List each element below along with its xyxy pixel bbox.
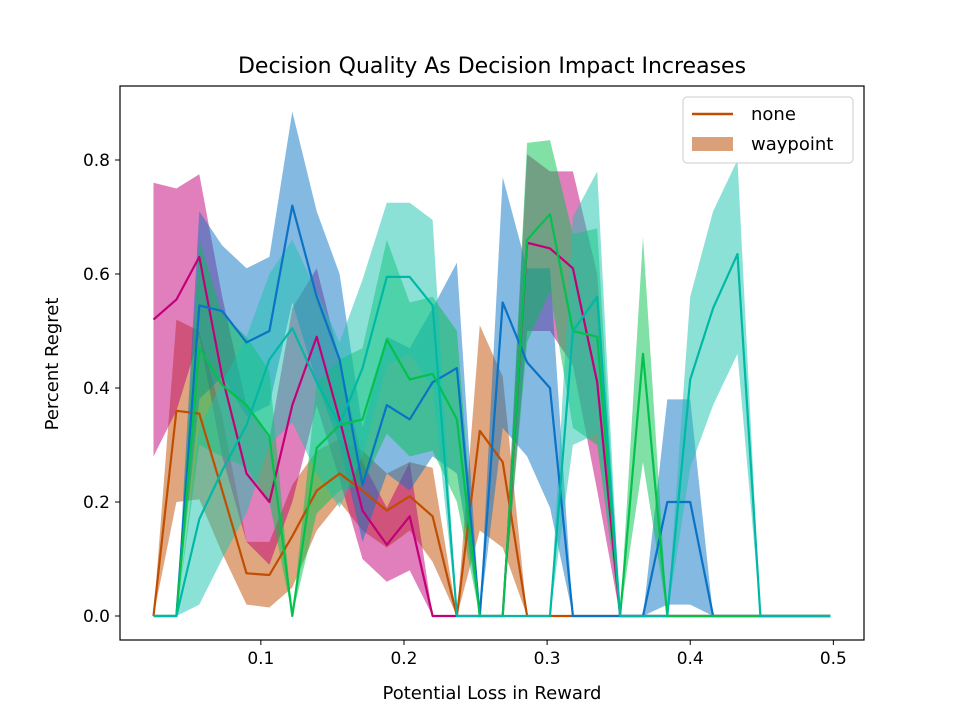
y-tick-label: 0.4: [83, 379, 110, 399]
series-5-line: [153, 253, 831, 618]
axes: 0.1 0.2 0.3 0.4 0.5 0.0 0.2 0.4 0.6 0.8: [83, 85, 865, 669]
y-tick-label: 0.0: [83, 607, 110, 627]
legend-label: waypoint: [751, 134, 833, 155]
y-tick-label: 0.6: [83, 265, 110, 285]
confidence-bands: [153, 111, 831, 617]
x-tick-label: 0.2: [390, 649, 417, 669]
x-tick-label: 0.5: [820, 649, 847, 669]
y-tick-label: 0.8: [83, 151, 110, 171]
series-4-band: [153, 140, 831, 616]
x-axis-label: Potential Loss in Reward: [383, 683, 602, 704]
legend-label: none: [751, 104, 796, 125]
legend-swatch-patch: [692, 137, 733, 151]
series-lines: [152, 204, 831, 618]
series-5-band: [153, 160, 831, 616]
x-tick-label: 0.4: [677, 649, 704, 669]
legend: none waypoint: [682, 96, 854, 164]
series-3-band: [153, 111, 831, 616]
y-axis-label: Percent Regret: [42, 298, 63, 431]
plot-frame: [119, 85, 865, 641]
chart-title: Decision Quality As Decision Impact Incr…: [238, 54, 746, 79]
x-tick-label: 0.1: [247, 649, 274, 669]
x-tick-label: 0.3: [534, 649, 561, 669]
y-tick-label: 0.2: [83, 493, 110, 513]
